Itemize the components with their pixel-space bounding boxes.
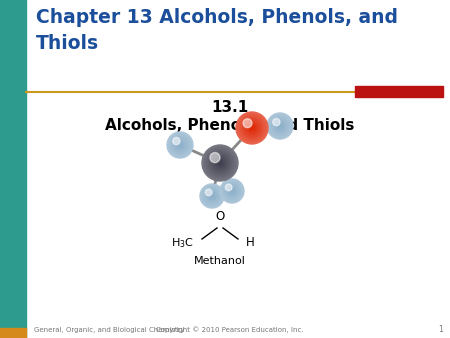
Circle shape	[202, 186, 222, 207]
Circle shape	[211, 154, 229, 172]
Circle shape	[178, 143, 182, 147]
Circle shape	[175, 140, 185, 150]
Circle shape	[238, 114, 266, 142]
Circle shape	[209, 152, 231, 174]
Circle shape	[272, 118, 288, 134]
Circle shape	[209, 193, 215, 199]
Circle shape	[244, 120, 260, 136]
Text: H: H	[246, 237, 255, 249]
Text: 1: 1	[438, 325, 443, 335]
Circle shape	[246, 122, 258, 134]
Text: Chapter 13 Alcohols, Phenols, and: Chapter 13 Alcohols, Phenols, and	[36, 8, 398, 27]
Circle shape	[173, 138, 180, 145]
Circle shape	[218, 161, 222, 165]
Text: General, Organic, and Biological Chemistry: General, Organic, and Biological Chemist…	[34, 327, 184, 333]
Circle shape	[177, 142, 183, 148]
Circle shape	[170, 135, 190, 155]
Circle shape	[236, 112, 268, 144]
Bar	[0, 0, 26, 338]
Circle shape	[273, 118, 280, 126]
Circle shape	[267, 113, 293, 139]
Circle shape	[167, 132, 193, 158]
Bar	[0, 328, 26, 338]
Circle shape	[230, 190, 234, 193]
Circle shape	[206, 190, 218, 202]
Text: Methanol: Methanol	[194, 256, 246, 266]
Circle shape	[207, 192, 216, 200]
Text: O: O	[216, 210, 225, 223]
Circle shape	[277, 123, 283, 129]
Circle shape	[275, 121, 285, 131]
Circle shape	[211, 194, 213, 197]
Circle shape	[279, 124, 282, 128]
Circle shape	[226, 185, 238, 197]
Circle shape	[213, 156, 227, 170]
Circle shape	[228, 187, 237, 195]
Circle shape	[202, 145, 238, 181]
Circle shape	[204, 147, 236, 179]
Circle shape	[243, 119, 252, 128]
Circle shape	[240, 116, 264, 140]
Circle shape	[248, 124, 256, 132]
Circle shape	[174, 139, 186, 151]
Circle shape	[205, 189, 212, 196]
Circle shape	[250, 126, 254, 130]
Circle shape	[169, 134, 191, 156]
Circle shape	[225, 184, 239, 198]
Bar	[355, 86, 443, 97]
Text: Copyright © 2010 Pearson Education, Inc.: Copyright © 2010 Pearson Education, Inc.	[156, 327, 304, 333]
Text: Alcohols, Phenols, and Thiols: Alcohols, Phenols, and Thiols	[105, 118, 355, 133]
Circle shape	[172, 137, 188, 153]
Circle shape	[203, 187, 221, 205]
Text: 13.1: 13.1	[212, 100, 248, 115]
Circle shape	[210, 152, 220, 163]
Circle shape	[207, 149, 234, 176]
Circle shape	[223, 182, 241, 200]
Circle shape	[229, 188, 235, 194]
Circle shape	[269, 115, 292, 137]
Circle shape	[220, 179, 244, 203]
Circle shape	[221, 180, 243, 201]
Circle shape	[225, 184, 232, 191]
Circle shape	[216, 159, 225, 168]
Circle shape	[274, 120, 287, 132]
Circle shape	[242, 118, 262, 138]
Circle shape	[204, 189, 220, 203]
Text: H$_3$C: H$_3$C	[171, 236, 194, 250]
Text: Thiols: Thiols	[36, 34, 99, 53]
Circle shape	[270, 116, 290, 136]
Circle shape	[200, 184, 224, 208]
